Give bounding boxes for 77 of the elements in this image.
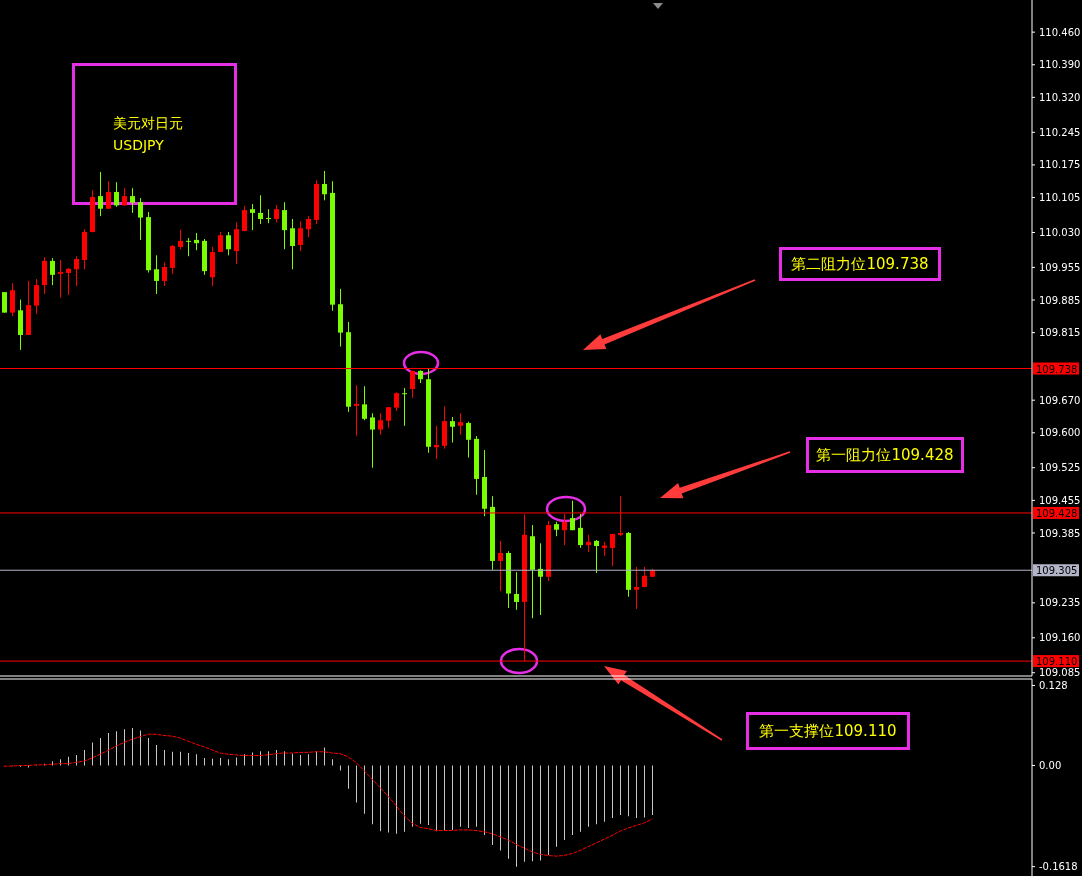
ref-line-label: 109.305 (1036, 565, 1078, 577)
candlestick (178, 229, 183, 250)
y-tick-label: 110.030 (1039, 227, 1081, 239)
y-tick-label: 109.455 (1039, 494, 1081, 506)
candlestick (98, 171, 103, 217)
y-tick-label: 110.245 (1039, 126, 1081, 138)
candlestick (106, 180, 111, 210)
candlestick (402, 387, 407, 427)
candlestick (634, 566, 639, 610)
y-tick-label: 110.320 (1039, 91, 1081, 103)
candlestick (58, 259, 63, 299)
candlestick (250, 203, 255, 231)
candlestick (290, 218, 295, 270)
annotation: 第一支撑位109.110 (759, 721, 897, 741)
candlestick (74, 255, 79, 287)
y-tick-label: 109.525 (1039, 462, 1081, 474)
candlestick (50, 257, 55, 286)
candlestick (378, 412, 383, 436)
y-tick-label: 109.955 (1039, 261, 1081, 273)
candlestick (514, 571, 519, 611)
candlestick (10, 282, 15, 317)
candlestick (266, 208, 271, 224)
candlestick (154, 254, 159, 295)
y-tick-label: 109.885 (1039, 294, 1081, 306)
y-tick-label: 109.235 (1039, 597, 1081, 609)
candlestick (354, 384, 359, 437)
candlestick (34, 278, 39, 315)
candlestick (298, 220, 303, 252)
candlestick (578, 513, 583, 549)
annotation: 第二阻力位109.738 (791, 254, 929, 274)
candlestick (170, 244, 175, 275)
candlestick (458, 412, 463, 436)
candlestick (66, 267, 71, 296)
candlestick (186, 237, 191, 257)
candlestick (162, 261, 167, 287)
candlestick (450, 416, 455, 444)
y-tick-label: 109.085 (1039, 667, 1081, 679)
y-tick-label: 110.390 (1039, 59, 1081, 71)
candlestick (234, 221, 239, 265)
y-tick-label: 109.670 (1039, 394, 1081, 406)
line-series (3, 733, 653, 857)
y-tick-label: 109.385 (1039, 527, 1081, 539)
y-tick-label: 110.460 (1039, 26, 1081, 38)
ref-line-label: 109.428 (1036, 507, 1078, 519)
y-tick-label: 110.105 (1039, 192, 1081, 204)
y-tick-label: 0.128 (1039, 680, 1068, 692)
y-tick-label: 109.160 (1039, 632, 1081, 644)
candlestick (322, 170, 327, 201)
candlestick (594, 539, 599, 574)
candlestick (386, 406, 391, 429)
y-tick-label: 109.600 (1039, 427, 1081, 439)
candlestick (498, 540, 503, 592)
candlestick (130, 187, 135, 214)
candlestick (226, 231, 231, 256)
candlestick (362, 385, 367, 421)
y-tick-label: 110.175 (1039, 159, 1081, 171)
candlestick (258, 194, 263, 225)
candlestick (242, 205, 247, 232)
candlestick (394, 391, 399, 412)
candlestick (306, 215, 311, 238)
candlestick (610, 533, 615, 567)
text: 美元对日元 (113, 114, 183, 132)
annotation: 第一阻力位109.428 (816, 445, 954, 465)
y-tick-label: 109.815 (1039, 327, 1081, 339)
ref-line-label: 109.738 (1036, 363, 1078, 375)
candlestick (370, 412, 375, 469)
candlestick (138, 197, 143, 241)
candlestick (282, 201, 287, 250)
candlestick (570, 500, 575, 531)
y-tick-label: 0.00 (1039, 760, 1062, 772)
candlestick (466, 421, 471, 458)
candlestick (114, 181, 119, 208)
y-tick-label: -0.1618 (1039, 861, 1078, 873)
ref-line-label: 109.110 (1036, 656, 1078, 668)
candlestick (410, 370, 415, 399)
candlestick (2, 291, 7, 314)
text: USDJPY (113, 136, 164, 154)
